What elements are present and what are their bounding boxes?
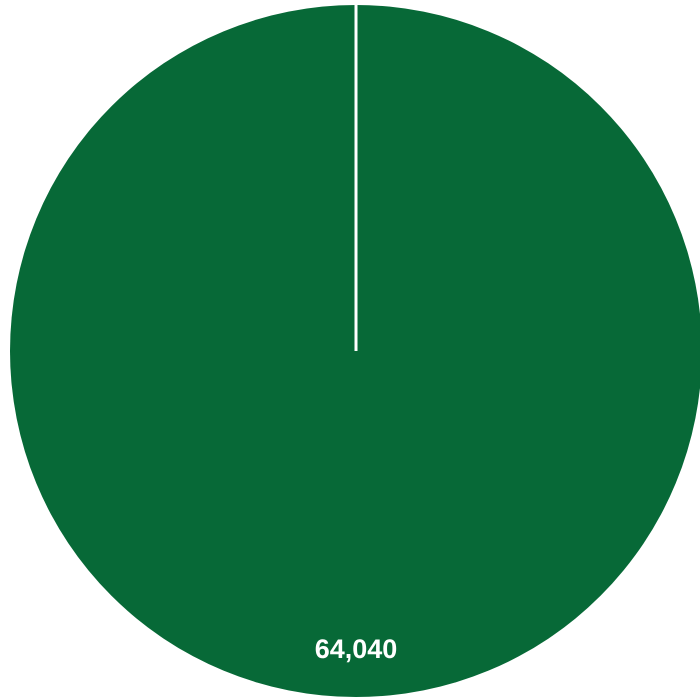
slice-data-label: 64,040 (315, 634, 398, 664)
